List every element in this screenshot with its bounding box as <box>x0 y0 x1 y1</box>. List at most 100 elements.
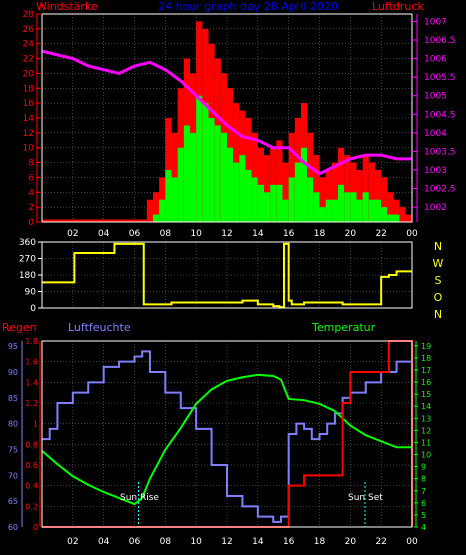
wind-y-tick-label: 4 <box>28 188 34 198</box>
temperature-y-tick-label: 7 <box>421 487 426 496</box>
wind-y-tick-label: 28 <box>23 10 35 20</box>
pressure-y-tick-label: 1002 <box>424 203 447 213</box>
wind-mean-bar <box>233 162 240 222</box>
pressure-line <box>41 49 412 176</box>
wind-y-tick-label: 24 <box>23 40 35 50</box>
wind-gust-bar <box>399 207 406 222</box>
direction-grid <box>42 241 413 309</box>
compass-label: N <box>434 308 442 321</box>
wind-mean-bar <box>288 177 295 222</box>
temperature-y-tick-label: 16 <box>421 378 431 387</box>
wind-gust-bar <box>264 155 271 222</box>
temperature-y-tick-label: 14 <box>421 402 431 411</box>
rain-y-tick-label: 1.2 <box>25 399 38 408</box>
climate-x-tick-label: 02 <box>67 537 78 547</box>
wind-mean-bar <box>307 177 314 222</box>
rain-humidity-temp-panel: Regen Luftfeuchte Temperatur Sun Rise Su… <box>2 321 431 547</box>
temperature-y-tick-label: 19 <box>421 342 431 351</box>
wind-mean-bar <box>245 170 252 222</box>
wind-gust-bar <box>381 177 388 222</box>
temperature-y-tick-label: 10 <box>421 451 431 460</box>
wind-gust-bar <box>368 162 375 222</box>
wind-y-tick-label: 2 <box>28 203 34 213</box>
temperature-y-tick-label: 4 <box>421 523 426 532</box>
wind-gust-bar <box>362 155 369 222</box>
sunrise-label: Sun Rise <box>120 493 159 503</box>
wind-gust-bar <box>393 199 400 222</box>
temperature-y-tick-label: 6 <box>421 499 426 508</box>
wind-y-tick-label: 0 <box>28 218 34 228</box>
wind-y-tick-label: 8 <box>28 159 34 169</box>
wind-gust-bar <box>350 162 357 222</box>
wind-mean-bar <box>220 132 227 222</box>
climate-x-tick-label: 16 <box>283 537 295 547</box>
temperature-y-tick-label: 9 <box>421 463 426 472</box>
wind-mean-bar <box>276 184 283 222</box>
climate-x-tick-label: 00 <box>406 537 418 547</box>
wind-mean-bar <box>251 177 258 222</box>
pressure-axis-title: Luftdruck <box>372 0 424 13</box>
wind-mean-bar <box>294 162 301 222</box>
temperature-axis-title: Temperatur <box>311 321 376 334</box>
wind-mean-bar <box>393 214 400 222</box>
wind-x-tick-label: 10 <box>190 229 202 239</box>
wind-mean-bar <box>264 192 271 222</box>
wind-x-tick-label: 16 <box>283 229 295 239</box>
climate-x-tick-label: 06 <box>129 537 141 547</box>
humidity-y-tick-label: 85 <box>8 394 18 403</box>
temperature-y-tick-label: 13 <box>421 414 431 423</box>
wind-mean-bar <box>325 199 332 222</box>
humidity-y-tick-label: 90 <box>8 368 18 377</box>
wind-mean-bar <box>190 132 197 222</box>
humidity-y-tick-label: 95 <box>8 342 18 351</box>
temperature-y-tick-label: 11 <box>421 438 431 447</box>
wind-mean-bar <box>375 199 382 222</box>
wind-gust-bar <box>405 214 412 222</box>
climate-frame <box>41 340 413 528</box>
wind-y-tick-label: 18 <box>23 84 35 94</box>
pressure-y-tick-label: 1003.5 <box>424 147 456 157</box>
wind-pressure-panel: Windstärke 24 hour graph day 28 April 20… <box>23 0 456 239</box>
wind-mean-bar <box>202 103 209 222</box>
rain-y-tick-label: 1.6 <box>25 358 38 367</box>
wind-mean-bar <box>153 214 160 222</box>
wind-mean-bar <box>183 125 190 222</box>
compass-label: W <box>433 257 444 270</box>
pressure-y-tick-label: 1004 <box>424 129 447 139</box>
pressure-y-tick-label: 1006 <box>424 55 447 65</box>
pressure-y-tick-label: 1003 <box>424 166 447 176</box>
wind-mean-bar <box>171 177 178 222</box>
rain-y-ticks: 0 0.2 0.4 0.6 0.8 1 1.2 1.4 1.6 1.8 <box>25 337 38 532</box>
wind-y-tick-label: 22 <box>23 55 34 65</box>
wind-x-tick-label: 22 <box>375 229 386 239</box>
wind-x-tick-label: 00 <box>406 229 418 239</box>
wind-gust-bar <box>387 192 394 222</box>
wind-gust-bar <box>282 162 289 222</box>
wind-mean-bar <box>214 125 221 222</box>
sunset-label: Sun Set <box>348 493 383 503</box>
rain-y-tick-label: 1.8 <box>25 337 38 346</box>
wind-mean-bar <box>387 214 394 222</box>
wind-mean-bar <box>257 184 264 222</box>
rain-y-tick-label: 1.4 <box>25 378 38 387</box>
rain-y-tick-label: 0 <box>33 523 38 532</box>
wind-mean-bar <box>270 184 277 222</box>
wind-y-tick-label: 16 <box>23 99 35 109</box>
direction-y-tick-label: 0 <box>30 304 36 314</box>
humidity-axis-title: Luftfeuchte <box>68 321 131 334</box>
wind-y-tick-label: 10 <box>23 144 35 154</box>
wind-gust-bar <box>375 170 382 222</box>
wind-mean-bar <box>381 207 388 222</box>
rain-y-tick-label: 0.4 <box>25 482 38 491</box>
direction-y-tick-label: 270 <box>19 255 36 265</box>
wind-mean-bar <box>331 199 338 222</box>
climate-x-tick-label: 22 <box>375 537 386 547</box>
wind-mean-bar <box>282 199 289 222</box>
pressure-y-tick-label: 1002.5 <box>424 185 456 195</box>
wind-mean-bar <box>350 192 357 222</box>
wind-x-tick-label: 12 <box>221 229 232 239</box>
